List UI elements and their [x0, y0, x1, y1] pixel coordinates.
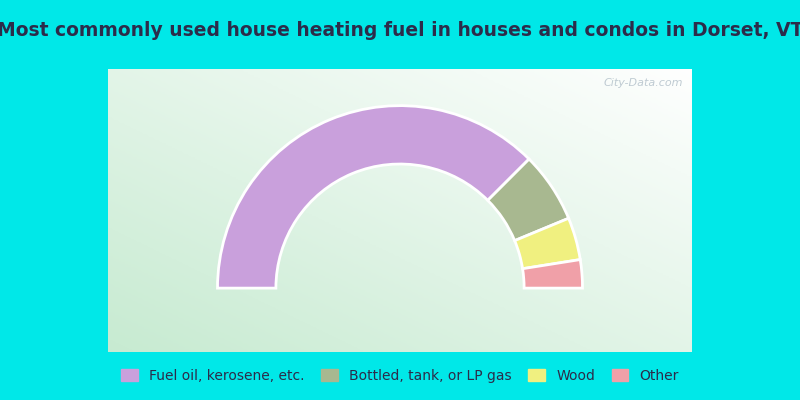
Text: City-Data.com: City-Data.com	[603, 78, 683, 88]
Wedge shape	[514, 218, 580, 269]
Wedge shape	[522, 260, 582, 288]
Wedge shape	[218, 106, 529, 288]
Wedge shape	[488, 159, 569, 241]
Text: Most commonly used house heating fuel in houses and condos in Dorset, VT: Most commonly used house heating fuel in…	[0, 20, 800, 40]
Legend: Fuel oil, kerosene, etc., Bottled, tank, or LP gas, Wood, Other: Fuel oil, kerosene, etc., Bottled, tank,…	[114, 362, 686, 390]
